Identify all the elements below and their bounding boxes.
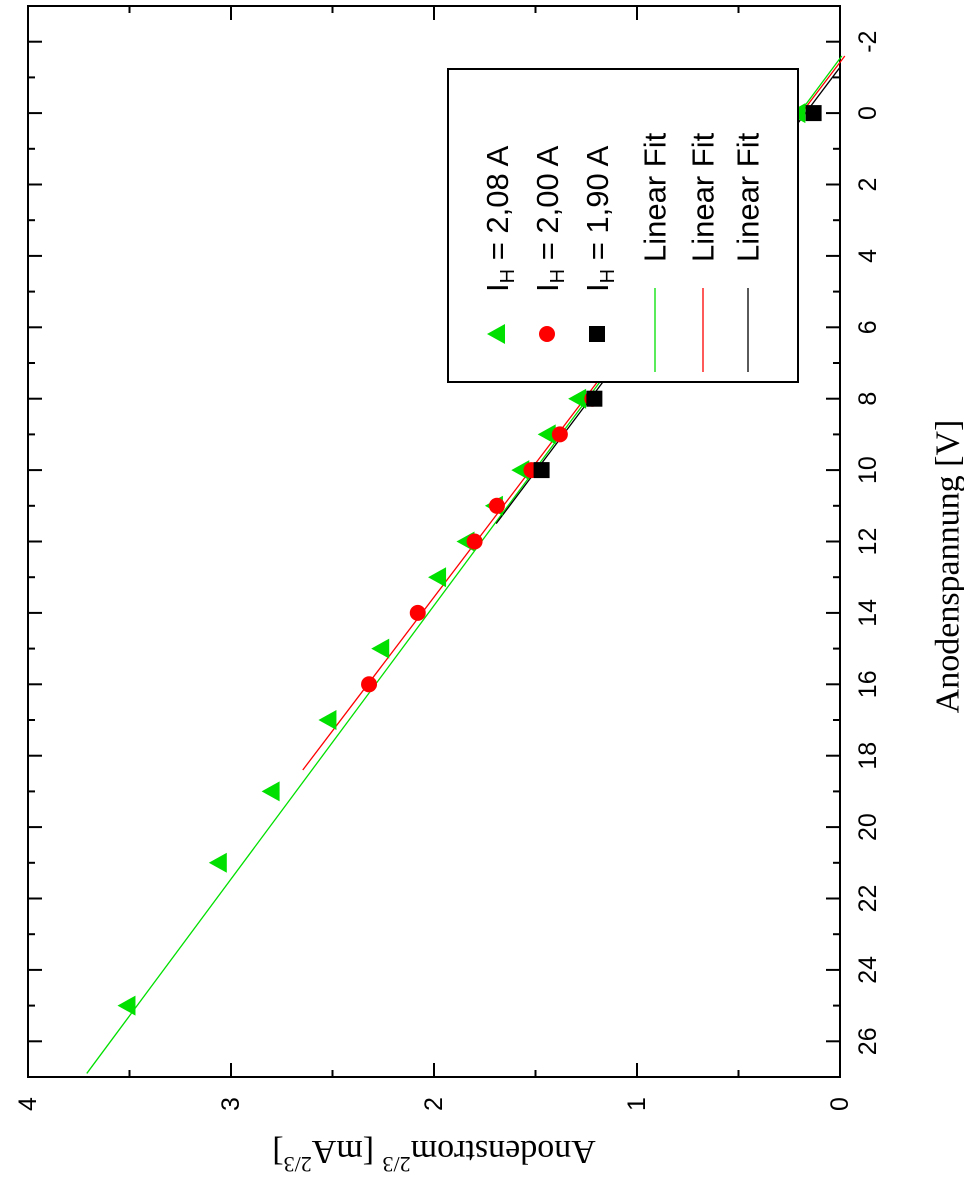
data-point — [466, 533, 483, 550]
data-point — [117, 995, 136, 1016]
x-tick-label: 18 — [854, 742, 882, 770]
data-point — [586, 390, 603, 407]
x-tick-label: 6 — [854, 320, 882, 334]
x-tick-label: -2 — [854, 31, 882, 53]
x-tick-label: 26 — [854, 1027, 882, 1055]
legend-fit-label: Linear Fit — [638, 132, 673, 262]
data-point — [533, 462, 550, 479]
legend-fit-label: Linear Fit — [731, 132, 766, 262]
x-tick-label: 10 — [854, 456, 882, 484]
legend: IH = 2,08 AIH = 2,00 AIH = 1,90 A Linear … — [447, 68, 799, 383]
data-point — [488, 497, 505, 514]
axis-ticks — [27, 5, 841, 1078]
y-axis-title: Anodenstrom2/3 [mA2/3] — [272, 1134, 596, 1178]
legend-series-label: IH = 2,08 A — [480, 145, 520, 292]
x-tick-label: 8 — [854, 392, 882, 406]
x-axis-title: Anodenspannung [V] — [930, 420, 964, 714]
y-tick-label: 3 — [217, 1097, 245, 1111]
axis-titles: Anodenspannung [V] Anodenstrom2/3 [mA2/3] — [272, 420, 964, 1177]
x-tick-label: 20 — [854, 813, 882, 841]
data-point — [428, 567, 447, 588]
data-point — [537, 424, 556, 445]
data-point — [409, 604, 426, 621]
y-tick-label: 0 — [826, 1097, 854, 1111]
legend-series-label: IH = 1,90 A — [580, 145, 620, 292]
data-point — [371, 638, 390, 659]
data-point — [511, 460, 530, 481]
y-tick-label: 1 — [623, 1097, 651, 1111]
legend-box — [447, 68, 799, 383]
data-point — [208, 852, 227, 873]
legend-marker — [589, 326, 605, 342]
x-tick-label: 14 — [854, 599, 882, 627]
x-tick-label: 22 — [854, 885, 882, 913]
data-point — [805, 105, 822, 122]
x-tick-label: 24 — [854, 956, 882, 984]
data-point — [318, 710, 337, 730]
legend-marker — [487, 324, 505, 344]
x-tick-label: 2 — [854, 178, 882, 192]
x-tick-label: 12 — [854, 528, 882, 556]
data-point — [568, 388, 587, 409]
x-tick-label: 16 — [854, 670, 882, 698]
data-point — [551, 426, 568, 443]
y-tick-label: 4 — [14, 1097, 42, 1111]
legend-series-label: IH = 2,00 A — [530, 145, 570, 292]
legend-fit-label: Linear Fit — [686, 132, 721, 262]
x-tick-label: 4 — [854, 249, 882, 263]
legend-marker — [539, 326, 555, 342]
y-tick-label: 2 — [420, 1097, 448, 1111]
data-point — [261, 781, 280, 802]
x-tick-label: 0 — [854, 106, 882, 120]
data-point — [361, 676, 378, 693]
